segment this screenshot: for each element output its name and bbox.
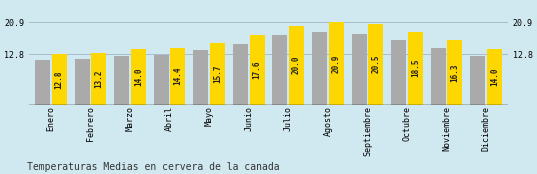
Bar	[52, 54, 67, 105]
Text: 20.9: 20.9	[332, 54, 340, 73]
Text: 14.0: 14.0	[134, 68, 143, 86]
Bar	[233, 44, 248, 105]
Bar	[487, 49, 502, 105]
Bar	[170, 48, 185, 105]
Text: 16.3: 16.3	[451, 63, 460, 82]
Bar	[391, 40, 407, 105]
Text: 13.2: 13.2	[94, 69, 103, 88]
Bar	[272, 35, 287, 105]
Text: 17.6: 17.6	[252, 61, 262, 79]
Bar	[130, 49, 146, 105]
Bar	[289, 26, 304, 105]
Text: 20.5: 20.5	[371, 55, 380, 73]
Text: 15.7: 15.7	[213, 64, 222, 83]
Bar	[250, 35, 265, 105]
Bar	[154, 55, 169, 105]
Bar	[352, 34, 367, 105]
Bar	[368, 24, 383, 105]
Bar	[210, 43, 225, 105]
Bar	[193, 50, 208, 105]
Text: Temperaturas Medias en cervera de la canada: Temperaturas Medias en cervera de la can…	[27, 162, 279, 172]
Bar	[329, 22, 344, 105]
Bar	[447, 40, 462, 105]
Text: 14.0: 14.0	[490, 68, 499, 86]
Bar	[312, 32, 327, 105]
Text: 14.4: 14.4	[173, 67, 183, 85]
Text: 20.0: 20.0	[292, 56, 301, 74]
Bar	[91, 53, 106, 105]
Bar	[408, 32, 423, 105]
Bar	[75, 59, 90, 105]
Text: 18.5: 18.5	[411, 59, 420, 77]
Text: 12.8: 12.8	[55, 70, 63, 89]
Bar	[470, 56, 485, 105]
Bar	[114, 56, 129, 105]
Bar	[431, 48, 446, 105]
Bar	[35, 60, 50, 105]
